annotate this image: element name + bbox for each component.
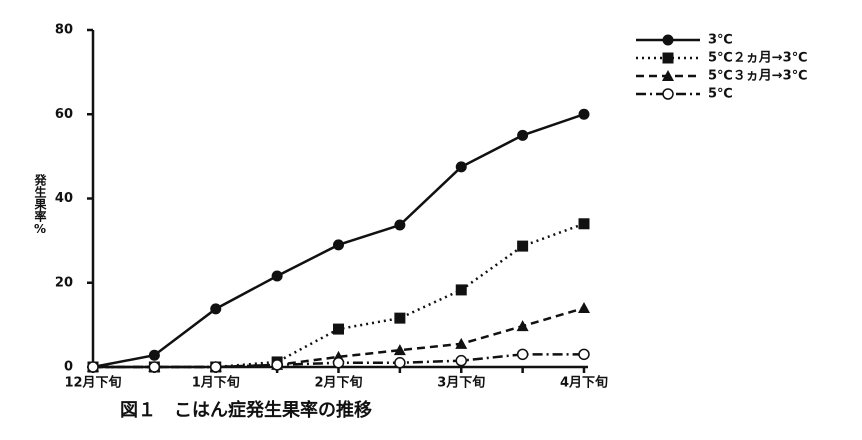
legend-label: 5℃３ヵ月→3℃ (708, 69, 807, 84)
legend-marker (662, 34, 674, 46)
x-tick-label: 3月下旬 (437, 375, 485, 391)
data-point (455, 284, 467, 296)
data-point (455, 161, 467, 173)
y-tick-label: 40 (55, 191, 73, 206)
legend-marker (662, 52, 674, 64)
data-point (271, 270, 283, 282)
data-point (87, 361, 99, 373)
data-point (578, 302, 590, 314)
x-tick-label: 12月下旬 (64, 375, 121, 391)
data-point (271, 359, 283, 371)
data-point (516, 320, 529, 332)
data-point (517, 129, 529, 141)
x-tick-label: 4月下旬 (560, 375, 608, 391)
x-tick-label: 2月下旬 (314, 375, 362, 391)
data-point (517, 240, 529, 252)
legend-label: 5℃２ヵ月→3℃ (708, 51, 807, 66)
y-tick-label: 0 (64, 360, 73, 375)
legend-marker (662, 88, 674, 100)
data-point (394, 357, 406, 369)
x-tick-label: 1月下旬 (192, 375, 240, 391)
data-point (210, 303, 222, 315)
data-point (394, 219, 406, 231)
data-point (578, 108, 590, 120)
y-tick-label: 80 (55, 23, 73, 38)
caption: 図１ こはん症発生果率の推移 (120, 399, 372, 421)
y-tick-label: 20 (55, 275, 73, 290)
data-point (332, 357, 345, 369)
data-point (455, 354, 467, 367)
legend-label: 3℃ (708, 33, 733, 48)
data-point (333, 239, 344, 251)
data-point (516, 348, 529, 361)
data-point (210, 361, 222, 373)
data-point (393, 344, 406, 356)
data-point (333, 323, 344, 335)
data-point (148, 349, 160, 361)
legend-marker (662, 70, 674, 81)
y-axis-label: 発生果率% (33, 173, 47, 236)
data-point (578, 348, 590, 361)
data-point (394, 312, 406, 324)
data-point (578, 218, 590, 230)
legend-label: 5℃ (708, 87, 733, 102)
data-point (148, 361, 161, 373)
y-tick-label: 60 (55, 107, 73, 122)
data-point (455, 337, 468, 349)
